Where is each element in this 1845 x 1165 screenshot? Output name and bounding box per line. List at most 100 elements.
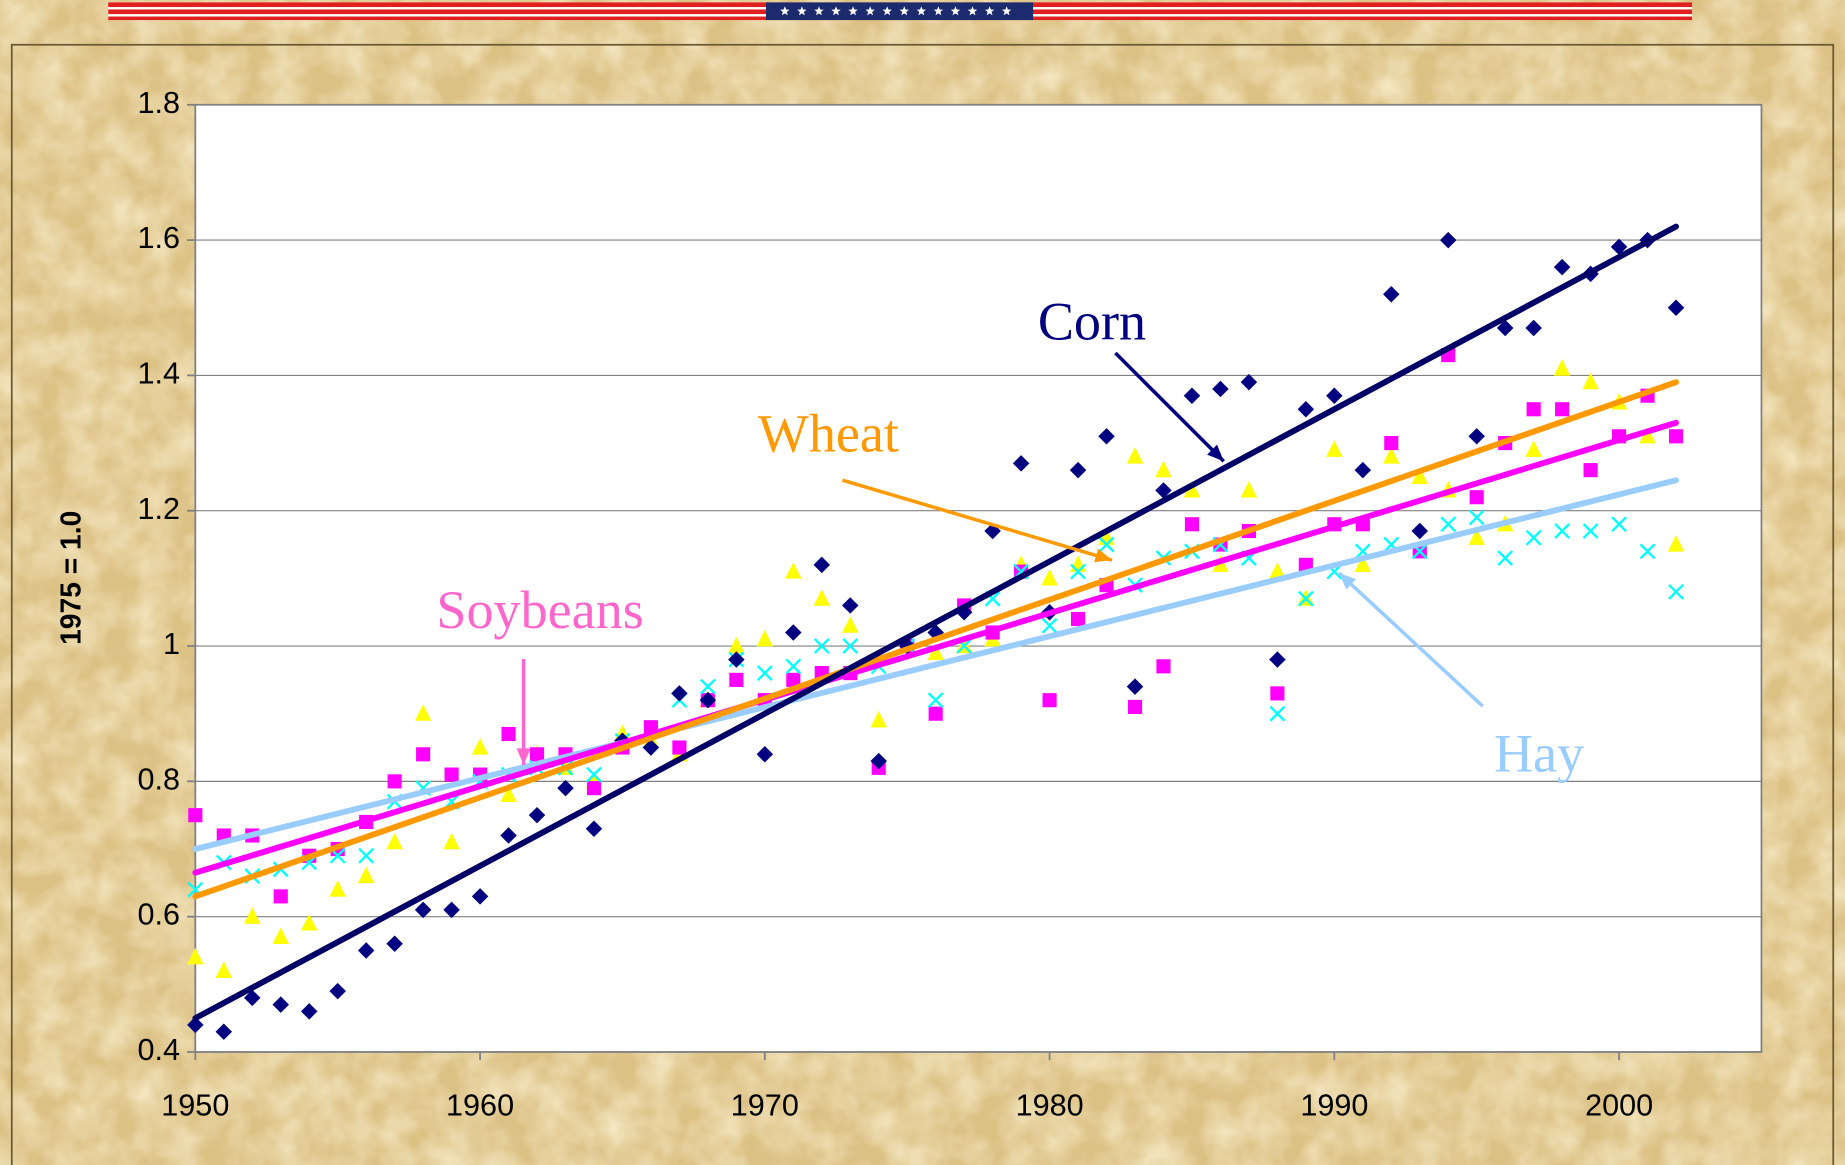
point xyxy=(1240,481,1258,498)
point xyxy=(358,847,375,864)
star xyxy=(1001,6,1012,16)
point xyxy=(1070,611,1086,627)
banner-stars-box xyxy=(766,2,1034,21)
point xyxy=(1326,440,1343,457)
point xyxy=(1070,563,1086,580)
point xyxy=(672,740,687,755)
annotation-arrowhead xyxy=(1207,444,1224,462)
point xyxy=(1468,528,1485,545)
point xyxy=(1269,562,1286,579)
y-tick-label: 1.8 xyxy=(138,86,181,120)
star xyxy=(814,6,824,16)
x-tick-label: 1990 xyxy=(1300,1088,1368,1122)
y-tick-label: 1.6 xyxy=(138,221,181,255)
point xyxy=(1468,428,1485,445)
point xyxy=(786,672,801,687)
point xyxy=(444,767,459,782)
point xyxy=(813,638,830,654)
point xyxy=(1526,402,1541,417)
star xyxy=(831,6,841,16)
point xyxy=(1269,705,1286,722)
point xyxy=(1326,387,1343,404)
point xyxy=(729,672,744,687)
annotation-arrowhead xyxy=(516,748,531,765)
point xyxy=(785,562,802,579)
point xyxy=(1155,460,1172,478)
point xyxy=(244,907,261,924)
point xyxy=(1525,529,1542,546)
point xyxy=(188,808,203,823)
point xyxy=(500,785,517,802)
point xyxy=(842,597,859,614)
point xyxy=(1440,516,1457,533)
point xyxy=(557,779,574,797)
point xyxy=(1069,461,1087,479)
point xyxy=(1183,481,1201,498)
point xyxy=(357,942,375,959)
point xyxy=(1611,516,1627,533)
point xyxy=(471,888,489,905)
point xyxy=(1668,429,1684,444)
point xyxy=(443,901,460,919)
point xyxy=(1497,550,1514,566)
point xyxy=(357,866,375,884)
point xyxy=(785,624,802,641)
point xyxy=(501,726,516,742)
point xyxy=(1126,447,1144,464)
point xyxy=(1639,543,1656,560)
point xyxy=(870,711,887,728)
point xyxy=(756,746,774,763)
point xyxy=(187,947,204,965)
point xyxy=(928,706,943,721)
point xyxy=(1383,285,1400,303)
point xyxy=(1554,523,1571,539)
point xyxy=(416,747,431,762)
star xyxy=(780,6,790,16)
point xyxy=(1297,590,1314,607)
x-tick-label: 2000 xyxy=(1585,1088,1653,1122)
point xyxy=(414,901,432,919)
point xyxy=(927,643,944,660)
annotation-arrowhead xyxy=(1094,548,1112,563)
point xyxy=(1183,387,1201,404)
star xyxy=(797,6,807,16)
point xyxy=(386,832,403,850)
point xyxy=(387,774,402,789)
point xyxy=(187,1016,204,1034)
trend-line xyxy=(192,419,1679,876)
star xyxy=(967,6,978,16)
point xyxy=(529,747,545,762)
star xyxy=(899,6,909,16)
x-tick-label: 1980 xyxy=(1016,1088,1084,1122)
point xyxy=(471,738,489,755)
y-tick-label: 0.4 xyxy=(138,1033,181,1067)
point xyxy=(1155,482,1172,499)
point xyxy=(586,781,602,796)
point xyxy=(1383,447,1400,464)
point xyxy=(1469,490,1484,505)
grid xyxy=(195,104,1762,1053)
point xyxy=(927,692,944,709)
point xyxy=(1156,659,1171,674)
y-tick-label: 0.8 xyxy=(138,762,181,796)
series-label: Corn xyxy=(1038,292,1146,352)
point xyxy=(870,752,887,770)
point xyxy=(1212,380,1229,398)
trend-lines xyxy=(192,223,1679,1022)
point xyxy=(414,704,432,721)
point xyxy=(699,691,717,709)
point xyxy=(215,961,233,978)
point xyxy=(1127,699,1143,714)
point xyxy=(813,589,831,606)
point xyxy=(300,914,318,931)
point xyxy=(273,889,288,904)
x-tick-label: 1950 xyxy=(161,1088,229,1122)
trend-line xyxy=(192,379,1679,900)
point xyxy=(756,629,774,647)
point xyxy=(1555,402,1570,417)
plot-area xyxy=(194,103,1763,1053)
y-tick-label: 1.2 xyxy=(138,492,181,526)
annotation-arrow xyxy=(1114,351,1225,463)
point xyxy=(586,766,602,783)
